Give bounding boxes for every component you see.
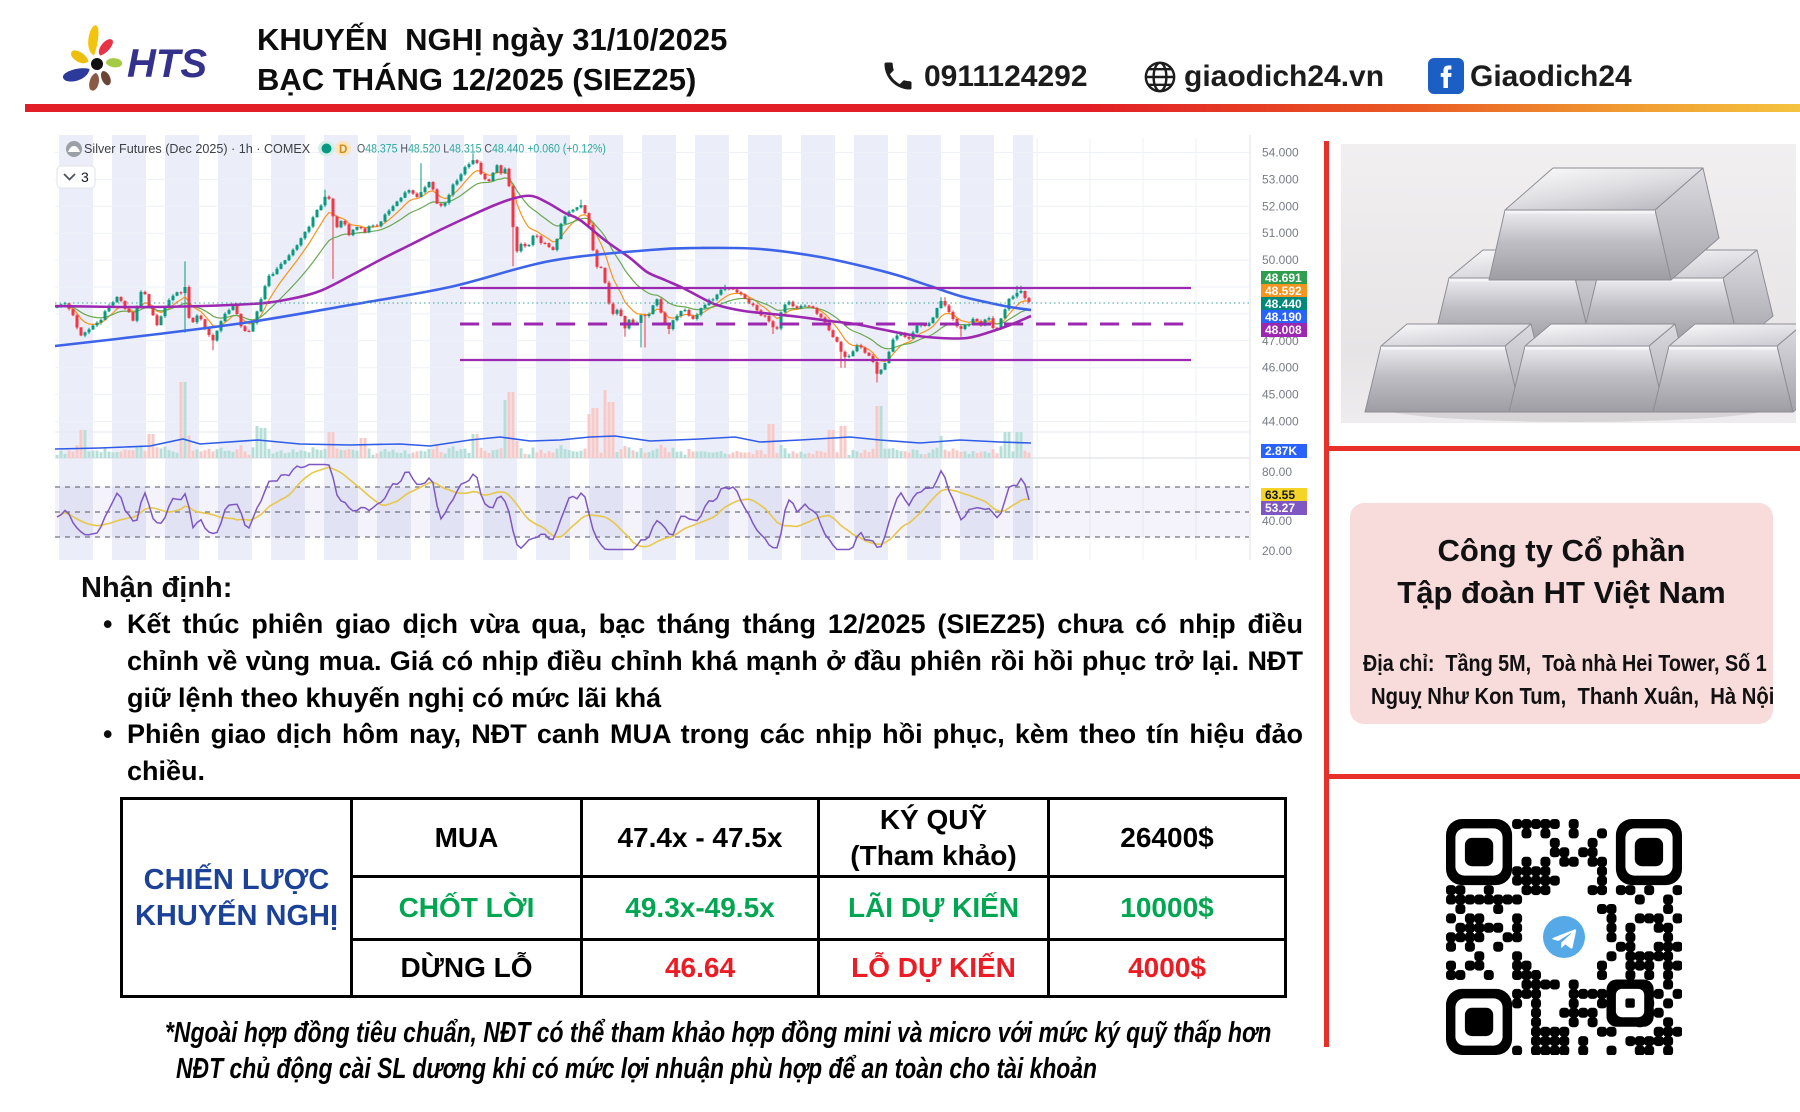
svg-text:48.592: 48.592 (1265, 284, 1302, 298)
svg-text:40.00: 40.00 (1262, 514, 1292, 528)
svg-text:HTS: HTS (127, 42, 207, 86)
svg-text:2.87K: 2.87K (1265, 444, 1297, 458)
svg-text:44.000: 44.000 (1262, 415, 1299, 429)
svg-text:45.000: 45.000 (1262, 388, 1299, 402)
svg-text:48.190: 48.190 (1265, 310, 1302, 324)
svg-text:80.00: 80.00 (1262, 465, 1292, 479)
svg-text:54.000: 54.000 (1262, 146, 1299, 160)
svg-text:O48.375 H48.520 L48.315 C48.44: O48.375 H48.520 L48.315 C48.440 +0.060 (… (357, 143, 606, 156)
svg-text:48.440: 48.440 (1265, 297, 1302, 311)
svg-text:46.000: 46.000 (1262, 361, 1299, 375)
svg-text:48.691: 48.691 (1265, 271, 1302, 285)
svg-text:20.00: 20.00 (1262, 544, 1292, 558)
svg-text:53.27: 53.27 (1265, 501, 1295, 515)
svg-text:63.55: 63.55 (1265, 488, 1295, 502)
svg-text:3: 3 (81, 169, 89, 185)
svg-text:53.000: 53.000 (1262, 172, 1299, 186)
svg-text:52.000: 52.000 (1262, 199, 1299, 213)
svg-text:50.000: 50.000 (1262, 253, 1299, 267)
svg-text:48.008: 48.008 (1265, 323, 1302, 337)
svg-text:51.000: 51.000 (1262, 226, 1299, 240)
svg-text:Silver Futures (Dec 2025) · 1h: Silver Futures (Dec 2025) · 1h · COMEX (84, 141, 311, 156)
svg-text:D: D (339, 144, 347, 156)
svg-text:47.000: 47.000 (1262, 334, 1299, 348)
